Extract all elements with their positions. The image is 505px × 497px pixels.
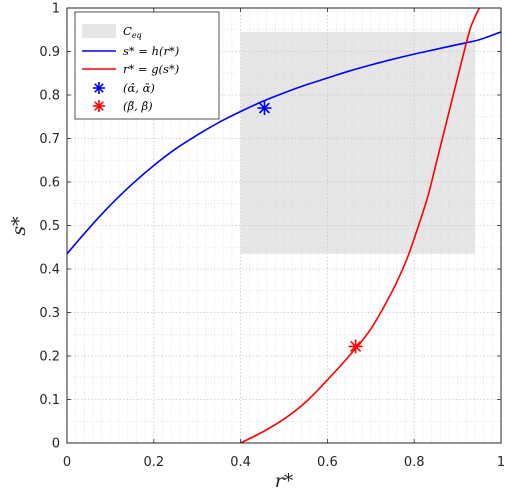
y-tick-label: 0.7 — [39, 132, 60, 147]
x-tick-label: 0.2 — [143, 455, 164, 470]
legend-label-g: r* = g(s*) — [123, 62, 179, 76]
x-tick-label: 0 — [63, 455, 71, 470]
region-rect — [240, 31, 475, 254]
legend-label-region: Ceq — [123, 24, 142, 40]
x-tick-label: 0.6 — [317, 455, 338, 470]
stable-region — [240, 31, 475, 254]
x-tick-label: 0.8 — [404, 455, 425, 470]
legend-label-beta: (β̃, β̂) — [123, 99, 153, 113]
x-axis-label: r* — [275, 470, 294, 492]
legend-swatch-region — [82, 24, 116, 38]
legend: Ceq s* = h(r*) r* = g(s*) (α̂, ᾱ) (β̃, β… — [74, 11, 220, 120]
legend-star-alpha — [93, 82, 105, 94]
marker-point-0 — [257, 101, 272, 116]
series-line-1 — [240, 8, 481, 443]
y-tick-label: 0.4 — [39, 263, 60, 278]
y-tick-label: 0.2 — [39, 350, 60, 365]
tick-labels: 0 0.2 0.4 0.6 0.8 1 0 0.1 0.2 0.3 0.4 0.5 0.6 0.7 0.8 0… — [39, 2, 505, 471]
series-line-0 — [67, 31, 501, 255]
y-tick-label: 0.6 — [39, 176, 60, 191]
legend-marker-beta — [93, 100, 105, 112]
marker-points — [257, 101, 363, 354]
y-tick-label: 0.8 — [39, 89, 60, 104]
x-tick-label: 0.4 — [230, 455, 251, 470]
legend-label-h: s* = h(r*) — [123, 44, 179, 58]
y-tick-label: 0.9 — [39, 45, 60, 60]
axis-ticks — [66, 7, 502, 444]
y-tick-label: 0.3 — [39, 306, 60, 321]
y-axis-label: s* — [8, 216, 30, 236]
legend-marker-alpha — [93, 82, 105, 94]
x-tick-label: 1 — [497, 455, 505, 470]
legend-star-beta — [93, 100, 105, 112]
marker-point-1 — [348, 339, 363, 354]
y-tick-label: 0.5 — [39, 219, 60, 234]
y-tick-label: 1 — [52, 2, 60, 17]
y-tick-label: 0 — [52, 437, 60, 452]
y-tick-label: 0.1 — [39, 393, 60, 408]
series-lines — [67, 8, 501, 443]
legend-label-alpha: (α̂, ᾱ) — [123, 81, 155, 95]
